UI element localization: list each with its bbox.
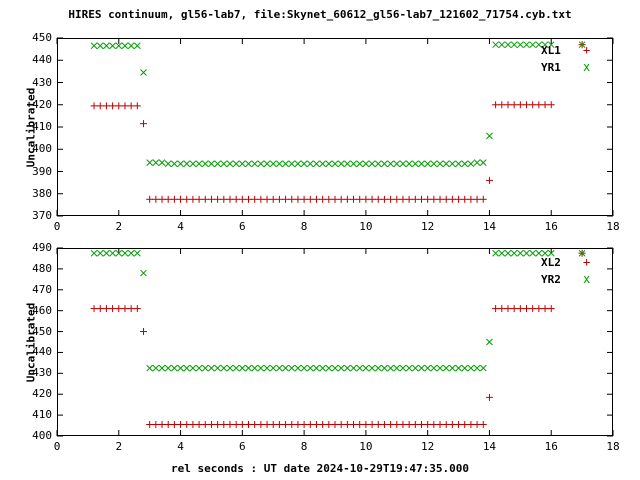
x-tick-bottom-12: 12 <box>421 440 435 453</box>
y-tick-bottom-470: 470 <box>32 282 52 296</box>
x-tick-top-12: 12 <box>421 220 435 233</box>
y-tick-bottom-420: 420 <box>32 387 52 401</box>
y-tick-top-430: 430 <box>32 75 52 89</box>
y-tick-bottom-430: 430 <box>32 366 52 380</box>
y-tick-top-410: 410 <box>32 120 52 133</box>
x-tick-bottom-10: 10 <box>359 440 373 453</box>
legend-item-yr1-marker: x <box>583 60 591 74</box>
y-tick-top-420: 420 <box>32 97 52 111</box>
x-tick-bottom-18: 18 <box>606 440 620 453</box>
legend-item-xl2-label: XL2 <box>541 256 561 269</box>
plot-panel-bottom <box>57 248 613 436</box>
y-tick-bottom-400: 400 <box>32 429 52 442</box>
x-tick-top-4: 4 <box>177 220 184 233</box>
legend-item-xl1-label: XL1 <box>541 44 561 57</box>
y-tick-top-450: 450 <box>32 31 52 44</box>
x-tick-top-6: 6 <box>239 220 246 233</box>
legend-item-yr2-label: YR2 <box>541 273 561 286</box>
y-tick-top-400: 400 <box>32 142 52 156</box>
x-tick-bottom-2: 2 <box>115 440 123 453</box>
y-tick-bottom-480: 480 <box>32 261 52 275</box>
x-tick-top-10: 10 <box>359 220 373 233</box>
x-tick-top-2: 2 <box>115 220 123 233</box>
legend-item-yr2-marker: x <box>583 272 591 286</box>
x-tick-top-14: 14 <box>482 220 497 233</box>
legend-item-xl1-marker: + <box>583 43 591 57</box>
x-tick-top-16: 16 <box>544 220 558 233</box>
y-tick-bottom-460: 460 <box>32 303 52 317</box>
y-tick-bottom-410: 410 <box>32 408 52 422</box>
y-tick-top-380: 380 <box>32 186 52 200</box>
x-tick-bottom-8: 8 <box>300 440 308 453</box>
y-tick-bottom-450: 450 <box>32 324 52 338</box>
y-tick-top-370: 370 <box>32 209 52 222</box>
x-tick-bottom-6: 6 <box>239 440 246 453</box>
y-tick-top-440: 440 <box>32 53 52 67</box>
y-tick-bottom-490: 490 <box>32 241 52 254</box>
x-axis-label: rel seconds : UT date 2024-10-29T19:47:3… <box>170 462 469 475</box>
x-tick-bottom-0: 0 <box>53 440 61 453</box>
x-tick-bottom-4: 4 <box>177 440 184 453</box>
plot-panel-top <box>57 38 613 216</box>
x-tick-top-0: 0 <box>53 220 61 233</box>
x-tick-top-8: 8 <box>300 220 308 233</box>
y-tick-bottom-440: 440 <box>32 345 52 359</box>
x-tick-top-18: 18 <box>606 220 620 233</box>
x-tick-bottom-16: 16 <box>544 440 558 453</box>
x-tick-bottom-14: 14 <box>482 440 497 453</box>
legend-item-xl2-marker: + <box>583 255 591 269</box>
page-title: HIRES continuum, gl56-lab7, file:Skynet_… <box>68 8 572 21</box>
y-tick-top-390: 390 <box>32 164 52 178</box>
legend-item-yr1-label: YR1 <box>541 61 561 74</box>
